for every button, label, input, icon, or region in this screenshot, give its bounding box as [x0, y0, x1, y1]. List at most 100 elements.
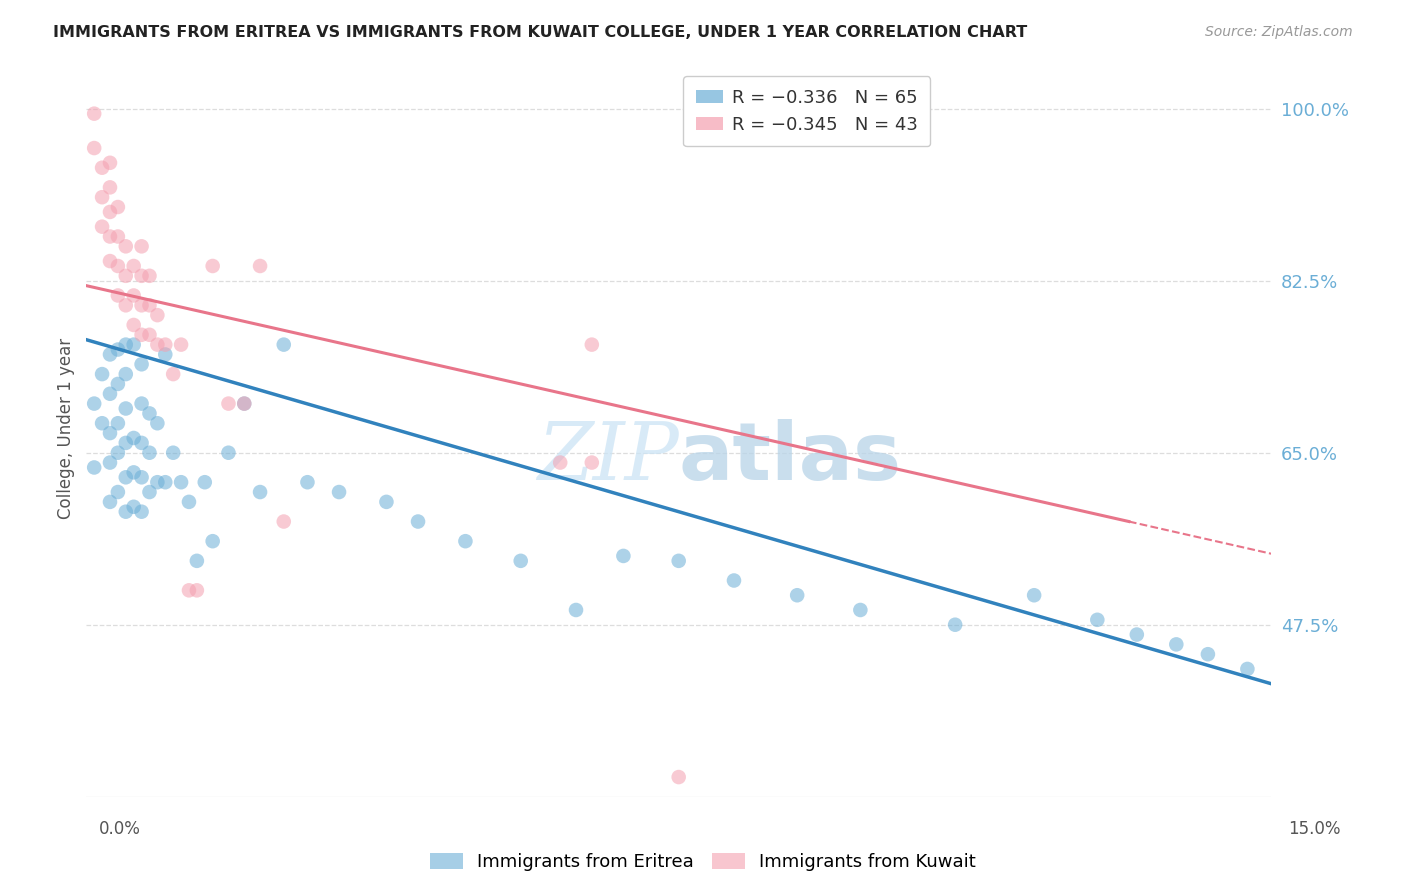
Point [131, 505, 153, 519]
Point [668, 770, 690, 784]
Point [122, 431, 145, 445]
Point [201, 259, 224, 273]
Point [107, 229, 129, 244]
Point [98, 495, 121, 509]
Point [91, 367, 114, 381]
Point [98, 205, 121, 219]
Text: IMMIGRANTS FROM ERITREA VS IMMIGRANTS FROM KUWAIT COLLEGE, UNDER 1 YEAR CORRELAT: IMMIGRANTS FROM ERITREA VS IMMIGRANTS FR… [53, 25, 1028, 40]
Point [98, 426, 121, 441]
Text: Source: ZipAtlas.com: Source: ZipAtlas.com [1205, 25, 1353, 39]
Point [138, 446, 160, 460]
Point [131, 357, 153, 371]
Point [612, 549, 634, 563]
Point [1166, 637, 1188, 651]
Point [162, 367, 184, 381]
Point [1085, 613, 1108, 627]
Point [233, 396, 256, 410]
Point [201, 534, 224, 549]
Point [162, 446, 184, 460]
Point [723, 574, 745, 588]
Point [170, 475, 193, 490]
Point [138, 327, 160, 342]
Point [83, 106, 105, 120]
Point [194, 475, 217, 490]
Point [138, 485, 160, 500]
Point [98, 254, 121, 268]
Point [98, 180, 121, 194]
Point [155, 337, 177, 351]
Point [138, 268, 160, 283]
Point [138, 406, 160, 420]
Point [114, 239, 136, 253]
Text: 15.0%: 15.0% [1288, 820, 1341, 838]
Point [107, 288, 129, 302]
Point [273, 515, 295, 529]
Point [565, 603, 588, 617]
Point [131, 470, 153, 484]
Point [454, 534, 477, 549]
Point [146, 416, 169, 430]
Legend: R = −0.336   N = 65, R = −0.345   N = 43: R = −0.336 N = 65, R = −0.345 N = 43 [683, 76, 931, 146]
Point [1236, 662, 1258, 676]
Point [122, 337, 145, 351]
Point [114, 470, 136, 484]
Point [406, 515, 429, 529]
Point [1197, 647, 1219, 661]
Point [114, 268, 136, 283]
Point [581, 337, 603, 351]
Text: 0.0%: 0.0% [98, 820, 141, 838]
Point [138, 298, 160, 312]
Point [122, 318, 145, 332]
Point [131, 268, 153, 283]
Point [98, 156, 121, 170]
Point [786, 588, 808, 602]
Point [186, 554, 208, 568]
Point [943, 617, 966, 632]
Point [177, 495, 200, 509]
Point [1024, 588, 1046, 602]
Point [91, 219, 114, 234]
Point [131, 396, 153, 410]
Point [131, 239, 153, 253]
Point [107, 259, 129, 273]
Point [122, 466, 145, 480]
Point [107, 200, 129, 214]
Point [509, 554, 531, 568]
Point [114, 367, 136, 381]
Point [249, 259, 271, 273]
Point [146, 308, 169, 322]
Point [548, 456, 571, 470]
Point [107, 343, 129, 357]
Point [91, 161, 114, 175]
Point [107, 416, 129, 430]
Point [146, 337, 169, 351]
Legend: Immigrants from Eritrea, Immigrants from Kuwait: Immigrants from Eritrea, Immigrants from… [423, 846, 983, 879]
Point [328, 485, 350, 500]
Point [131, 436, 153, 450]
Point [114, 401, 136, 416]
Point [83, 141, 105, 155]
Point [114, 337, 136, 351]
Point [849, 603, 872, 617]
Point [114, 505, 136, 519]
Point [375, 495, 398, 509]
Point [122, 288, 145, 302]
Point [170, 337, 193, 351]
Point [122, 500, 145, 514]
Point [249, 485, 271, 500]
Point [98, 386, 121, 401]
Point [217, 446, 239, 460]
Point [131, 298, 153, 312]
Point [107, 485, 129, 500]
Point [581, 456, 603, 470]
Point [186, 583, 208, 598]
Text: ZIP: ZIP [537, 419, 679, 496]
Point [155, 475, 177, 490]
Y-axis label: College, Under 1 year: College, Under 1 year [58, 337, 75, 519]
Point [91, 416, 114, 430]
Point [98, 229, 121, 244]
Point [83, 396, 105, 410]
Point [114, 436, 136, 450]
Point [297, 475, 319, 490]
Point [98, 347, 121, 361]
